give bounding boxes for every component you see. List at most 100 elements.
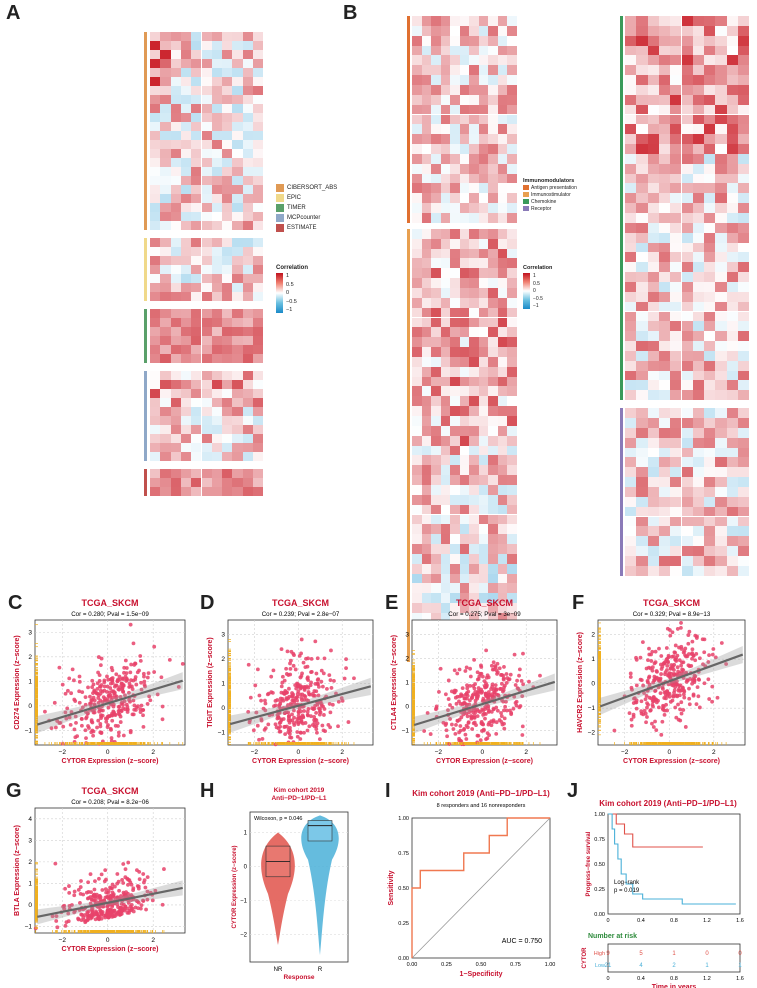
heatmap-cell — [201, 434, 212, 443]
heatmap-cell — [507, 376, 517, 387]
scatter-point — [303, 721, 308, 725]
scatter-point — [259, 698, 263, 703]
heatmap-cell — [459, 317, 469, 328]
heatmap-cell — [478, 376, 488, 387]
heatmap-cell — [450, 183, 460, 194]
panel-a-method-legend: CIBERSORT_ABS EPIC TIMER MCPcounter ESTIMATE — [276, 183, 337, 233]
heatmap-cell — [488, 238, 498, 249]
heatmap-cell — [150, 176, 161, 185]
heatmap-cell — [150, 265, 161, 274]
legend-swatch — [276, 204, 284, 212]
heatmap-cell — [191, 238, 202, 247]
heatmap-cell — [497, 55, 507, 66]
heatmap-cell — [201, 86, 212, 95]
heatmap-cell — [440, 193, 450, 204]
scatter-point — [160, 717, 165, 722]
heatmap-cell — [170, 158, 181, 167]
heatmap-cell — [497, 347, 507, 357]
heatmap-cell — [191, 158, 202, 167]
heatmap-cell — [478, 183, 488, 194]
heatmap-cell — [478, 114, 488, 125]
heatmap-cell — [469, 268, 479, 279]
heatmap-cell — [201, 104, 212, 113]
heatmap-cell — [431, 287, 441, 298]
heatmap-cell — [211, 59, 223, 68]
heatmap-cell — [459, 425, 469, 436]
heatmap-cell — [222, 469, 233, 478]
heatmap-cell — [488, 376, 498, 387]
scatter-point — [113, 713, 118, 718]
scatter-point — [286, 696, 291, 701]
heatmap-cell — [431, 297, 441, 308]
heatmap-cell — [507, 84, 517, 95]
heatmap-cell — [478, 425, 488, 436]
heatmap-cell — [150, 434, 161, 443]
scatter-point — [121, 677, 126, 681]
scatter-point — [517, 667, 522, 672]
scatter-point — [305, 728, 310, 733]
heatmap-cell — [191, 345, 202, 354]
heatmap-cell — [180, 185, 192, 194]
heatmap-cell — [222, 167, 233, 176]
scatter-point — [43, 709, 47, 714]
scatter-point — [69, 691, 74, 696]
heatmap-cell — [232, 113, 243, 122]
heatmap-cell — [211, 327, 223, 336]
heatmap-cell — [459, 416, 469, 426]
heatmap-cell — [222, 380, 233, 389]
scatter-point — [344, 657, 348, 662]
heatmap-cell — [469, 193, 479, 204]
heatmap-cell — [180, 274, 192, 283]
heatmap-cell — [242, 389, 253, 398]
heatmap-cell — [170, 345, 181, 354]
scatter-point — [511, 706, 516, 711]
heatmap-cell — [201, 469, 212, 478]
heatmap-cell — [488, 16, 498, 26]
scatter-point — [312, 714, 317, 719]
legend-item: ESTIMATE — [276, 223, 337, 233]
heatmap-cell — [431, 35, 441, 46]
scatter-point — [124, 671, 129, 676]
heatmap-cell — [191, 283, 202, 292]
heatmap-cell — [232, 221, 243, 230]
legend-swatch — [276, 194, 284, 202]
heatmap-cell — [201, 327, 212, 336]
heatmap-cell — [242, 443, 253, 452]
scatter-point — [437, 689, 441, 694]
corr-tick: 1 — [286, 273, 297, 279]
heatmap-cell — [180, 434, 192, 443]
heatmap-cell — [488, 173, 498, 184]
heatmap-cell — [450, 366, 460, 377]
heatmap-cell — [440, 228, 450, 239]
heatmap-cell — [507, 25, 517, 36]
heatmap-cell — [222, 185, 233, 194]
scatter-point — [138, 658, 143, 663]
heatmap-cell — [440, 307, 450, 318]
heatmap-cell — [253, 50, 264, 59]
heatmap-cell — [191, 95, 202, 104]
heatmap-cell — [211, 389, 223, 398]
heatmap-cell — [431, 193, 441, 204]
heatmap-cell — [253, 336, 264, 345]
heatmap-cell — [191, 425, 202, 434]
heatmap-cell — [211, 265, 223, 274]
panel-label-d: D — [200, 592, 214, 615]
heatmap-cell — [222, 131, 233, 140]
heatmap-cell — [459, 356, 469, 367]
scatter-point — [113, 693, 117, 698]
heatmap-cell — [440, 144, 450, 154]
heatmap-cell — [488, 213, 498, 223]
heatmap-cell — [412, 94, 422, 105]
heatmap-cell — [459, 65, 469, 76]
heatmap-cell — [412, 124, 422, 135]
heatmap-cell — [431, 258, 441, 269]
heatmap-cell — [440, 248, 450, 259]
scatter-point — [462, 726, 467, 731]
scatter-point — [73, 735, 78, 740]
scatter-point — [86, 724, 90, 728]
legend-item: CIBERSORT_ABS — [276, 183, 337, 193]
heatmap-cell — [459, 173, 469, 184]
heatmap-cell — [232, 452, 243, 461]
heatmap-cell — [412, 16, 422, 26]
